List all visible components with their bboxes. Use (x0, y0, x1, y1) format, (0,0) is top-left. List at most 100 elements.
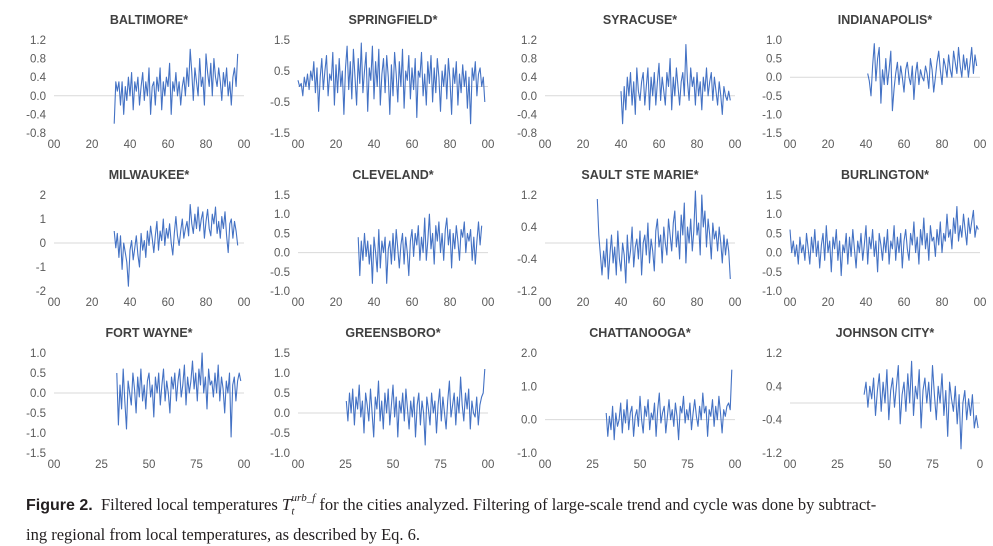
x-tick-label: 20 (86, 297, 99, 309)
x-tick-label: 20 (330, 297, 343, 309)
x-tick-label: 50 (634, 459, 647, 471)
x-tick-label: 60 (162, 139, 175, 151)
series-line (113, 48, 239, 124)
caption-symbol: T (281, 495, 292, 514)
y-tick-label: 1.2 (521, 35, 537, 47)
x-tick-label: 00 (292, 459, 305, 471)
x-tick-label: 0 (977, 459, 983, 471)
series-line (596, 190, 731, 284)
x-tick-label: 60 (406, 139, 419, 151)
x-tick-label: 25 (339, 459, 352, 471)
y-tick-label: -1.0 (517, 448, 537, 460)
y-tick-label: 1.2 (766, 348, 782, 360)
y-tick-label: -0.4 (26, 109, 46, 121)
x-tick-label: 20 (330, 139, 343, 151)
y-tick-label: -0.4 (517, 254, 537, 266)
x-tick-label: 00 (48, 297, 61, 309)
x-tick-label: 80 (691, 139, 704, 151)
y-tick-label: 1.0 (30, 348, 46, 360)
x-tick-label: 40 (368, 139, 381, 151)
chart-title: BALTIMORE* (110, 13, 188, 27)
x-tick-label: 40 (615, 139, 628, 151)
y-tick-label: -1.0 (762, 109, 782, 121)
x-tick-label: 50 (879, 459, 892, 471)
x-tick-label: 80 (936, 139, 949, 151)
x-tick-label: 40 (860, 139, 873, 151)
y-tick-label: 0.0 (521, 91, 537, 103)
x-tick-label: 00 (729, 139, 742, 151)
x-tick-label: 50 (143, 459, 156, 471)
y-tick-label: 0.5 (274, 388, 290, 400)
y-tick-label: -1 (36, 262, 46, 274)
chart-title: BURLINGTON* (841, 168, 929, 182)
x-tick-label: 00 (238, 459, 251, 471)
y-tick-label: 0 (40, 238, 46, 250)
y-tick-label: 1.0 (274, 209, 290, 221)
y-tick-label: 0.4 (521, 72, 538, 84)
y-tick-label: -1.2 (517, 286, 537, 298)
x-tick-label: 40 (615, 297, 628, 309)
x-tick-label: 00 (974, 297, 987, 309)
y-tick-label: 1.0 (521, 381, 537, 393)
x-tick-label: 75 (681, 459, 694, 471)
x-tick-label: 00 (974, 139, 987, 151)
x-tick-label: 00 (539, 297, 552, 309)
caption-symbol-sub: t (291, 505, 295, 518)
y-tick-label: 0.0 (274, 248, 290, 260)
y-tick-label: 0.5 (274, 66, 290, 78)
x-tick-label: 40 (368, 297, 381, 309)
y-tick-label: -1.0 (270, 448, 290, 460)
chart-title: SPRINGFIELD* (349, 13, 438, 27)
y-tick-label: -0.4 (762, 415, 782, 427)
y-tick-label: -1.0 (762, 286, 782, 298)
x-tick-label: 75 (434, 459, 447, 471)
y-tick-label: -0.5 (270, 97, 290, 109)
chart-title: JOHNSON CITY* (836, 326, 935, 340)
x-tick-label: 00 (784, 459, 797, 471)
series-line (345, 368, 486, 446)
y-tick-label: 0.5 (30, 368, 46, 380)
y-tick-label: 0.0 (521, 415, 537, 427)
x-tick-label: 00 (48, 139, 61, 151)
series-line (113, 204, 239, 287)
chart-grid: BALTIMORE*1.20.80.40.0-0.4-0.800 20 40 60 80… (26, 13, 987, 471)
y-tick-label: -1.2 (762, 448, 782, 460)
x-tick-label: 60 (653, 139, 666, 151)
x-tick-label: 00 (48, 459, 61, 471)
y-tick-label: 0.5 (274, 228, 290, 240)
y-tick-label: -1.5 (762, 128, 782, 140)
chart-title: FORT WAYNE* (105, 326, 192, 340)
y-tick-label: 0.4 (30, 72, 47, 84)
y-tick-label: 1.0 (766, 209, 782, 221)
x-tick-label: 75 (926, 459, 939, 471)
x-tick-label: 20 (86, 139, 99, 151)
y-tick-label: -0.5 (270, 428, 290, 440)
x-tick-label: 00 (539, 139, 552, 151)
caption-symbol-sup: urb_f (291, 492, 316, 504)
series-line (789, 205, 979, 277)
caption-text-line1: for the cities analyzed. Filtering of la… (319, 495, 877, 514)
x-tick-label: 00 (238, 139, 251, 151)
series-line (116, 352, 242, 438)
y-tick-label: -1.5 (270, 128, 290, 140)
x-tick-label: 20 (822, 297, 835, 309)
x-tick-label: 80 (691, 297, 704, 309)
y-tick-label: -0.5 (270, 267, 290, 279)
y-tick-label: -0.8 (26, 128, 46, 140)
x-tick-label: 25 (831, 459, 844, 471)
y-tick-label: 1.0 (274, 368, 290, 380)
y-tick-label: 0.0 (30, 91, 46, 103)
series-line (863, 360, 979, 450)
x-tick-label: 25 (95, 459, 108, 471)
x-tick-label: 80 (200, 139, 213, 151)
y-tick-label: -0.4 (517, 109, 537, 121)
y-tick-label: 1 (40, 214, 46, 226)
y-tick-label: 0.8 (521, 54, 537, 66)
y-tick-label: 1.5 (274, 35, 290, 47)
y-tick-label: 0.5 (766, 228, 782, 240)
x-tick-label: 80 (936, 297, 949, 309)
series-line (297, 42, 486, 125)
caption-text-before: Filtered local temperatures (100, 495, 278, 514)
figure-label: Figure 2. (26, 497, 93, 514)
x-tick-label: 00 (482, 139, 495, 151)
